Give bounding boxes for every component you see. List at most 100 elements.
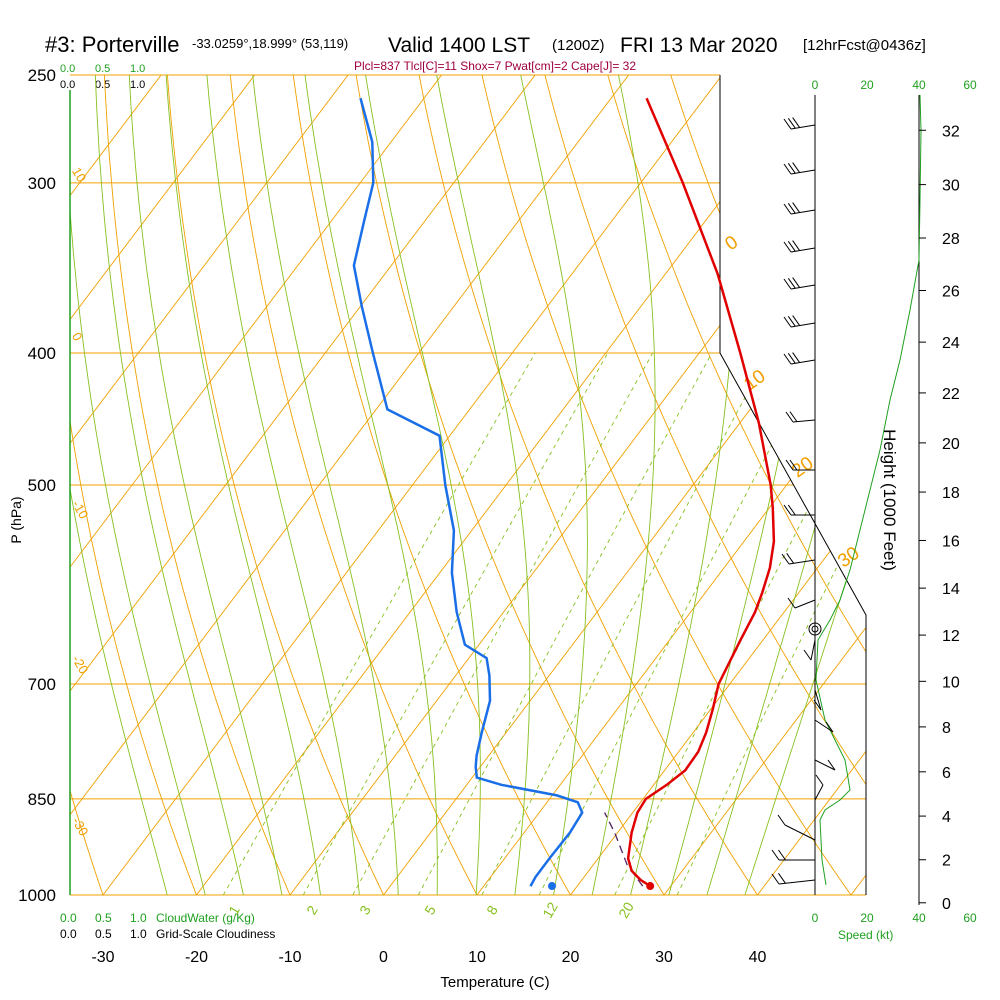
wind-barb	[783, 352, 816, 365]
cloudwater-scale-bottom-0: 0.0	[60, 911, 77, 925]
cloudwater-scale-top-1: 0.5	[95, 63, 110, 75]
height-tick-label: 6	[942, 765, 951, 782]
dry-adiabat-line	[70, 75, 209, 895]
dry-adiabat-label: -30	[69, 815, 91, 839]
wind-barb	[814, 774, 824, 801]
dewpoint-profile-line	[352, 97, 584, 887]
pressure-tick-label: 500	[28, 476, 56, 495]
cloudiness-scale-bottom-1: 0.5	[95, 927, 112, 941]
height-tick-label: 24	[942, 335, 960, 352]
mixing-ratio-line	[614, 352, 866, 895]
x-tick-label: -20	[185, 949, 208, 966]
height-tick-label: 16	[942, 533, 960, 550]
mixing-ratio-label: 3	[356, 902, 374, 917]
moist-adiabat-line	[431, 75, 531, 895]
mixing-ratio-label: 12	[539, 899, 561, 921]
height-tick-label: 12	[942, 628, 960, 645]
pressure-tick-label: 300	[28, 174, 56, 193]
moist-adiabat-line	[70, 75, 176, 895]
dry-adiabat-line	[289, 75, 588, 895]
wind-speed-profile	[815, 94, 922, 886]
isotherm-line	[267, 75, 866, 895]
cloudiness-scale-top-0: 0.0	[60, 79, 75, 91]
wind-barb	[813, 689, 822, 711]
wind-barb	[783, 162, 816, 175]
pressure-tick-labels: 250 300 400 500 700 850 1000	[18, 66, 56, 905]
cloudiness-legend-label: Grid-Scale Cloudiness	[156, 927, 275, 941]
dry-adiabat-label: 10	[69, 165, 89, 185]
isotherm-line	[70, 75, 274, 895]
speed-scale-top-1: 20	[860, 78, 874, 92]
mixing-ratio-line	[481, 352, 770, 895]
height-tick-label: 10	[942, 674, 960, 691]
dry-adiabat-label: -20	[69, 653, 91, 677]
pressure-tick-label: 250	[28, 66, 56, 85]
moist-adiabat-line	[361, 75, 481, 895]
moist-adiabat-line	[94, 75, 250, 895]
height-tick-label: 0	[942, 896, 951, 913]
wind-barb	[783, 240, 816, 253]
y-axis-label: P (hPa)	[8, 496, 24, 543]
height-tick-label: 32	[942, 123, 960, 140]
isotherm-line	[174, 75, 835, 895]
mixing-ratio-line	[302, 352, 609, 895]
wind-barb	[814, 759, 836, 771]
isotherm-line	[548, 75, 866, 895]
x-tick-label: 20	[562, 949, 580, 966]
valid-time: Valid 1400 LST	[388, 34, 530, 57]
wind-barb	[787, 597, 816, 609]
mixing-ratio-line	[417, 352, 713, 895]
valid-zulu: (1200Z)	[552, 37, 605, 54]
height-tick-label: 22	[942, 386, 960, 403]
isotherm-line	[735, 75, 866, 895]
isotherm-line	[70, 75, 367, 895]
cloudwater-scale-top-0: 0.0	[60, 63, 75, 75]
pressure-tick-label: 1000	[18, 886, 56, 905]
mixing-ratio-line	[676, 352, 866, 895]
mixing-ratio-label: 2	[303, 902, 321, 917]
x-tick-label: -10	[278, 949, 301, 966]
wind-barb	[783, 315, 816, 328]
surface-dewpoint-point	[548, 882, 557, 891]
dry-adiabat-line	[70, 75, 114, 895]
cloudiness-scale-bottom-0: 0.0	[60, 927, 77, 941]
isotherm-line	[641, 75, 866, 895]
x-tick-labels: -30 -20 -10 0 10 20 30 40	[91, 949, 766, 966]
pressure-tick-label: 400	[28, 344, 56, 363]
mixing-ratio-label: 8	[483, 902, 501, 917]
wind-barb	[781, 552, 816, 565]
moist-adiabat-label: 20	[788, 453, 817, 482]
station-title: #3: Porterville	[45, 32, 180, 57]
plot-frame	[719, 75, 867, 895]
wind-barb	[783, 117, 816, 130]
surface-temperature-point	[646, 882, 655, 891]
pressure-tick-label: 850	[28, 790, 56, 809]
wind-barb	[783, 504, 815, 516]
isobar-lines	[70, 74, 866, 896]
dry-adiabat-line	[351, 75, 683, 895]
height-tick-label: 20	[942, 436, 960, 453]
pressure-tick-label: 700	[28, 675, 56, 694]
wind-barb	[785, 459, 815, 471]
sounding-indices: Plcl=837 Tlcl[C]=11 Shox=7 Pwat[cm]=2 Ca…	[354, 59, 636, 73]
isotherm-line	[454, 75, 866, 895]
cloudwater-legend-label: CloudWater (g/Kg)	[156, 911, 255, 925]
isotherm-line	[70, 75, 648, 895]
dry-adiabat-line	[0, 51, 18, 924]
isotherm-line	[80, 75, 741, 895]
mixing-ratio-label: 20	[615, 899, 637, 921]
station-coords: -33.0259°,18.999° (53,119)	[192, 36, 348, 51]
moist-adiabat-line	[660, 75, 833, 895]
moist-adiabat-line	[164, 75, 325, 895]
dry-adiabat-line	[165, 75, 399, 895]
height-tick-label: 8	[942, 720, 951, 737]
x-tick-label: 40	[749, 949, 767, 966]
speed-axis-label: Speed (kt)	[838, 928, 893, 942]
height-tick-label: 30	[942, 178, 960, 195]
height-tick-label: 2	[942, 853, 951, 870]
dry-adiabat-line	[476, 75, 866, 895]
mixing-ratio-line	[222, 352, 536, 895]
moist-adiabat-line	[623, 75, 737, 895]
height-tick-label: 28	[942, 231, 960, 248]
y2-axis-label: Height (1000 Feet)	[880, 429, 899, 571]
